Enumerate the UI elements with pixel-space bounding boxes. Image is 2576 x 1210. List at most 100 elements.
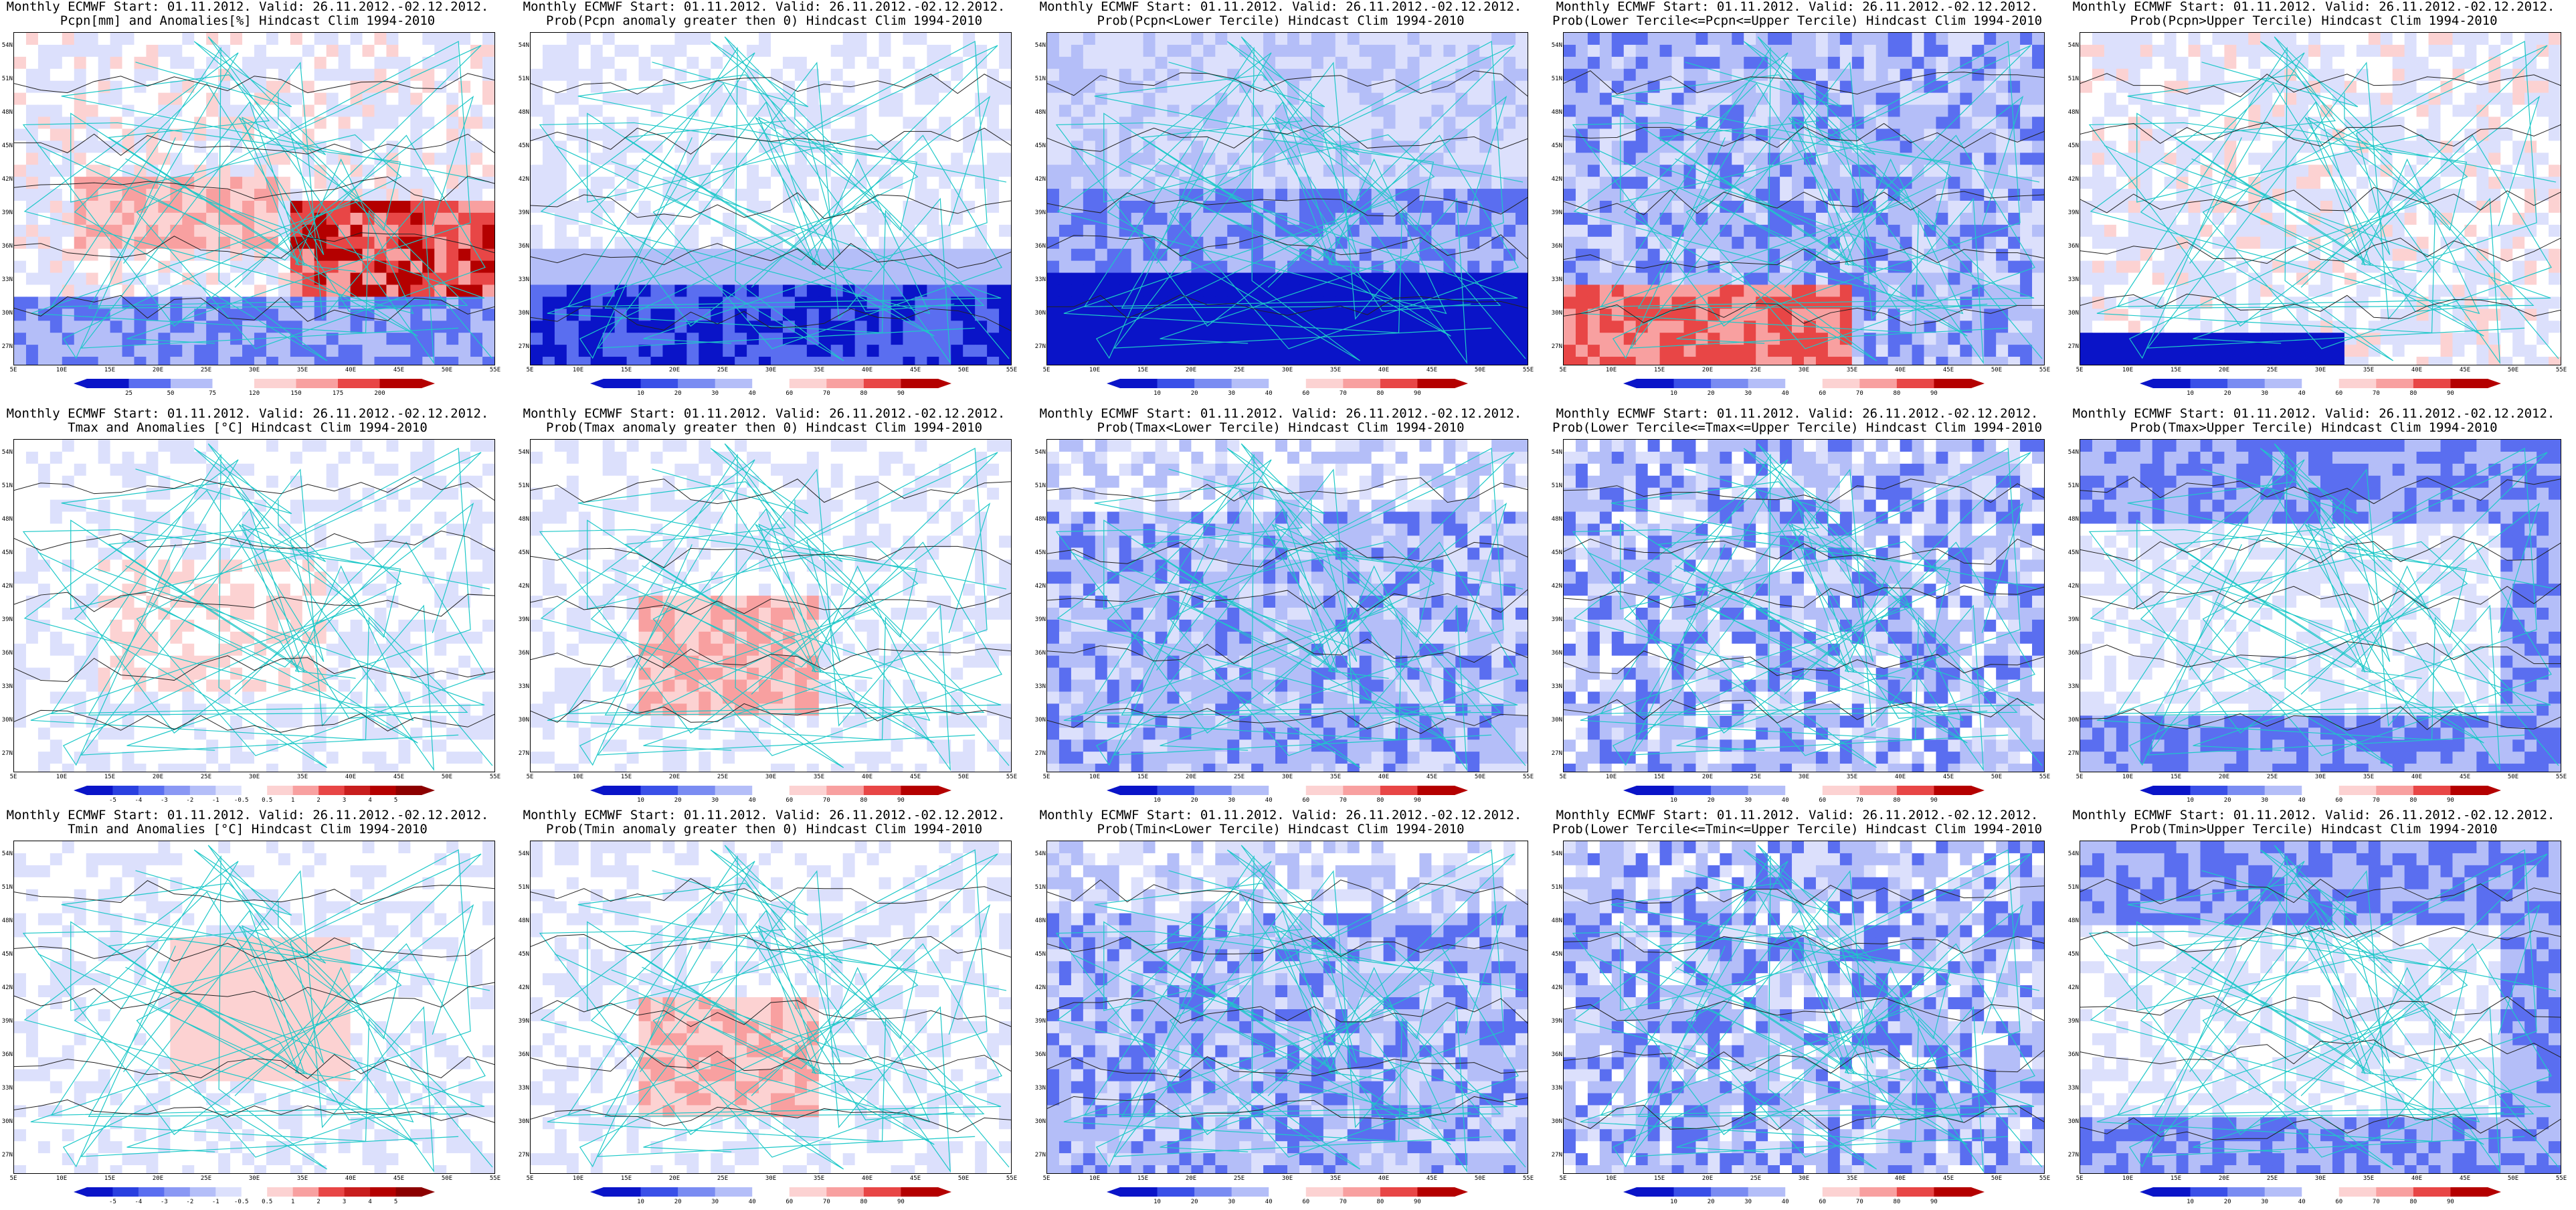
heatmap-cell bbox=[2020, 56, 2033, 70]
heatmap-cell bbox=[362, 116, 375, 129]
heatmap-cell bbox=[1335, 104, 1348, 117]
heatmap-cell bbox=[37, 68, 51, 82]
heatmap-cell bbox=[1984, 224, 1997, 238]
heatmap-cell bbox=[566, 44, 579, 58]
heatmap-cell bbox=[398, 272, 411, 285]
heatmap-cell bbox=[230, 189, 243, 201]
heatmap-cell bbox=[1863, 92, 1877, 106]
heatmap-cell bbox=[1251, 177, 1264, 189]
heatmap-cell bbox=[1071, 296, 1084, 309]
heatmap-cell bbox=[1275, 153, 1288, 165]
heatmap-cell bbox=[1311, 177, 1324, 189]
heatmap-cell bbox=[158, 309, 171, 321]
heatmap-cell bbox=[410, 309, 423, 321]
heatmap-cell bbox=[711, 116, 723, 129]
heatmap-cell bbox=[1299, 116, 1312, 129]
heatmap-cell bbox=[879, 44, 891, 58]
heatmap-cell bbox=[2212, 33, 2225, 46]
heatmap-cell bbox=[759, 345, 771, 357]
heatmap-cell bbox=[1659, 224, 1673, 238]
heatmap-cell bbox=[987, 296, 1000, 309]
heatmap-cell bbox=[2152, 33, 2165, 46]
heatmap-cell bbox=[614, 189, 628, 201]
heatmap-cell bbox=[1564, 212, 1576, 226]
heatmap-cell bbox=[2032, 212, 2044, 226]
heatmap-cell bbox=[1335, 128, 1348, 141]
heatmap-cell bbox=[422, 56, 435, 70]
heatmap-cell bbox=[1419, 248, 1432, 262]
heatmap-cell bbox=[470, 236, 483, 250]
heatmap-cell bbox=[254, 200, 267, 213]
heatmap-cell bbox=[1623, 345, 1637, 357]
heatmap-cell bbox=[1960, 33, 1972, 46]
heatmap-cell bbox=[170, 309, 183, 321]
heatmap-cell bbox=[374, 321, 387, 333]
heatmap-cell bbox=[1155, 357, 1168, 365]
heatmap-cell bbox=[2248, 104, 2261, 117]
heatmap-cell bbox=[1455, 68, 1468, 82]
heatmap-cell bbox=[1371, 80, 1384, 94]
heatmap-cell bbox=[782, 68, 796, 82]
heatmap-cell bbox=[554, 260, 567, 274]
heatmap-cell bbox=[1839, 92, 1853, 106]
heatmap-cell bbox=[806, 44, 820, 58]
heatmap-cell bbox=[1839, 44, 1853, 58]
heatmap-cell bbox=[1587, 345, 1600, 357]
heatmap-cell bbox=[1827, 189, 1841, 201]
heatmap-cell bbox=[25, 56, 39, 70]
heatmap-cell bbox=[699, 248, 711, 262]
heatmap-cell bbox=[674, 345, 687, 357]
heatmap-cell bbox=[1936, 200, 1948, 213]
heatmap-cell bbox=[194, 80, 207, 94]
heatmap-cell bbox=[14, 68, 27, 82]
heatmap-cell bbox=[1179, 92, 1192, 106]
heatmap-cell bbox=[170, 321, 183, 333]
heatmap-cell bbox=[1827, 92, 1841, 106]
heatmap-cell bbox=[1251, 272, 1264, 285]
heatmap-cell bbox=[1575, 345, 1588, 357]
heatmap-cell bbox=[1299, 33, 1312, 46]
heatmap-cell bbox=[86, 68, 99, 82]
heatmap-cell bbox=[110, 33, 123, 46]
heatmap-cell bbox=[182, 321, 195, 333]
heatmap-cell bbox=[999, 33, 1011, 46]
heatmap-cell bbox=[662, 284, 675, 297]
heatmap-cell bbox=[350, 212, 363, 226]
heatmap-cell bbox=[975, 92, 988, 106]
heatmap-field bbox=[14, 33, 494, 365]
heatmap-cell bbox=[1851, 236, 1865, 250]
heatmap-cell bbox=[1875, 44, 1889, 58]
heatmap-cell bbox=[374, 68, 387, 82]
heatmap-cell bbox=[1395, 345, 1408, 357]
heatmap-cell bbox=[650, 345, 663, 357]
heatmap-cell bbox=[206, 357, 219, 365]
heatmap-cell bbox=[674, 116, 687, 129]
heatmap-cell bbox=[194, 200, 207, 213]
heatmap-cell bbox=[602, 68, 616, 82]
heatmap-cell bbox=[1695, 260, 1708, 274]
heatmap-cell bbox=[1875, 357, 1889, 365]
heatmap-cell bbox=[1912, 260, 1924, 274]
heatmap-cell bbox=[1203, 284, 1216, 297]
heatmap-cell bbox=[542, 333, 555, 345]
heatmap-cell bbox=[1792, 357, 1805, 365]
heatmap-cell bbox=[434, 68, 447, 82]
heatmap-cell bbox=[37, 153, 51, 165]
heatmap-cell bbox=[1683, 116, 1696, 129]
lat-tick-label: 33N bbox=[2067, 276, 2079, 283]
heatmap-cell bbox=[723, 80, 735, 94]
lat-tick-label: 36N bbox=[1551, 243, 1562, 250]
heatmap-cell bbox=[2236, 104, 2249, 117]
heatmap-cell bbox=[1623, 248, 1637, 262]
heatmap-cell bbox=[1780, 357, 1792, 365]
heatmap-cell bbox=[50, 272, 63, 285]
heatmap-cell bbox=[1191, 309, 1204, 321]
heatmap-cell bbox=[1191, 212, 1204, 226]
panel-title: Monthly ECMWF Start: 01.11.2012. Valid: … bbox=[1550, 0, 2045, 28]
heatmap-cell bbox=[1768, 224, 1780, 238]
heatmap-cell bbox=[1191, 321, 1204, 333]
heatmap-cell bbox=[879, 284, 891, 297]
heatmap-cell bbox=[2020, 141, 2033, 153]
colorbar-cell bbox=[128, 379, 171, 388]
heatmap-cell bbox=[1443, 177, 1456, 189]
